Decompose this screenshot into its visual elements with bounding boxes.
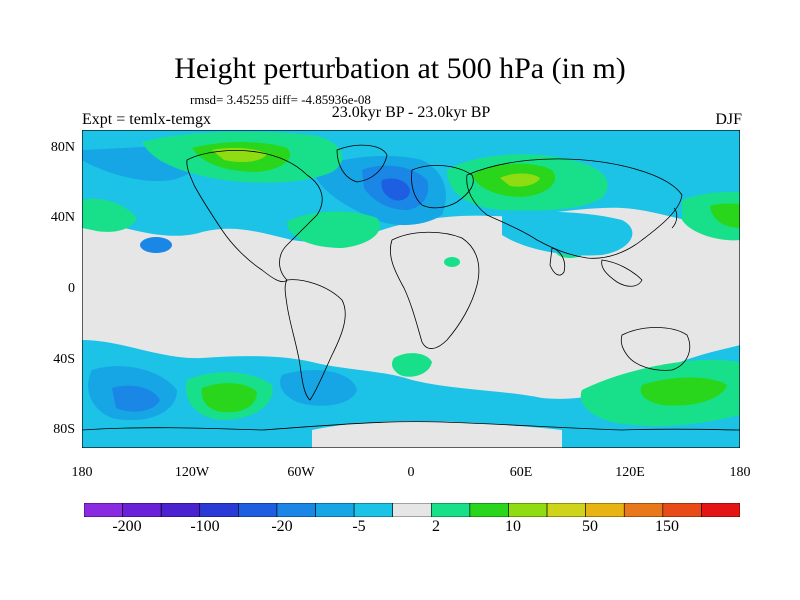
- lon-label-0: 0: [407, 465, 415, 480]
- north-pacific-green: [287, 211, 381, 248]
- south-atlantic-green: [392, 353, 432, 377]
- lat-label-80s: 80S: [53, 422, 75, 437]
- north-atlantic-core-deep: [381, 178, 410, 201]
- antarctic-gray: [312, 421, 562, 448]
- colorbar: [84, 503, 740, 517]
- colorbar-swatch: [430, 503, 471, 517]
- lat-label-0: 0: [68, 281, 75, 296]
- colorbar-swatch: [238, 503, 278, 517]
- lon-label-120w: 120W: [174, 465, 210, 480]
- colorbar-swatch: [84, 503, 123, 517]
- colorbar-swatch: [469, 503, 509, 517]
- lat-label-40s: 40S: [53, 352, 75, 367]
- europe-yellow: [500, 173, 540, 187]
- lon-label-180w: 180: [71, 465, 93, 480]
- lon-label-60e: 60E: [509, 465, 533, 480]
- map-plot: [82, 130, 740, 448]
- south-band-light-blue: [82, 340, 740, 448]
- south-pacific-blue-core: [112, 385, 160, 412]
- north-america-outline: [186, 150, 323, 283]
- lon-label-120e: 120E: [615, 465, 645, 480]
- west-pacific-green: [82, 198, 137, 232]
- colorbar-swatch: [662, 503, 702, 517]
- southwest-pacific-blue: [280, 370, 357, 406]
- greenland-outline: [336, 144, 388, 183]
- australia-outline: [620, 327, 691, 371]
- contour-field: [82, 130, 740, 448]
- colorbar-swatch: [392, 503, 432, 517]
- colorbar-swatch: [623, 503, 664, 517]
- colorbar-label: -200: [112, 518, 142, 535]
- colorbar-label: -20: [271, 518, 293, 535]
- lat-label-80n: 80N: [50, 140, 75, 155]
- colorbar-swatch: [199, 503, 239, 517]
- south-pacific-green-core: [201, 383, 257, 413]
- colorbar-label: 10: [505, 518, 521, 535]
- season-label: DJF: [715, 111, 742, 128]
- colorbar-label: 50: [582, 518, 598, 535]
- colorbar-swatch: [315, 503, 355, 517]
- colorbar-swatch: [276, 503, 316, 517]
- antarctica-outline: [82, 421, 740, 431]
- india-outline: [549, 247, 566, 276]
- colorbar-label: -5: [352, 518, 366, 535]
- africa-outline: [389, 231, 480, 349]
- south-indian-green-core: [640, 377, 727, 406]
- colorbar-label: 150: [655, 518, 679, 535]
- colorbar-swatch: [353, 503, 394, 517]
- southeast-asia-outline: [601, 259, 643, 287]
- map-title: Height perturbation at 500 hPa (in m): [174, 52, 626, 85]
- japan-outline: [671, 207, 678, 229]
- east-pacific-green-core: [710, 203, 740, 228]
- colorbar-label: -100: [190, 518, 220, 535]
- lon-label-60w: 60W: [287, 465, 315, 480]
- colorbar-swatch: [122, 503, 162, 517]
- colorbar-swatch: [701, 503, 740, 517]
- experiment-label: Expt = temlx-temgx: [82, 111, 211, 128]
- asia-outline: [466, 158, 683, 259]
- lon-label-180e: 180: [729, 465, 751, 480]
- asia-blue-band: [502, 211, 633, 256]
- pacific-blue-spot: [140, 237, 172, 253]
- south-america-outline: [284, 279, 346, 401]
- lat-label-40n: 40N: [50, 210, 75, 225]
- colorbar-label: 2: [432, 518, 440, 535]
- period-text: 23.0kyr BP - 23.0kyr BP: [331, 104, 491, 121]
- colorbar-swatch: [546, 503, 586, 517]
- stats-text: rmsd= 3.45255 diff= -4.85936e-08: [190, 92, 371, 107]
- europe-outline: [411, 165, 474, 209]
- mideast-green-spot: [444, 257, 460, 267]
- coastlines: [82, 144, 740, 431]
- colorbar-swatch: [585, 503, 625, 517]
- colorbar-swatch: [508, 503, 548, 517]
- colorbar-swatch: [160, 503, 201, 517]
